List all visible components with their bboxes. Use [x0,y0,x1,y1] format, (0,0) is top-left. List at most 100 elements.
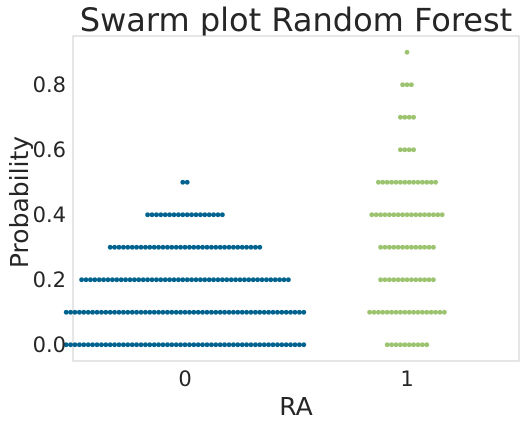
data-point [154,212,159,218]
data-point [143,342,148,348]
data-point [187,309,192,315]
data-point [398,309,403,315]
data-point [220,277,225,283]
data-point [132,277,137,283]
data-point [437,309,443,315]
data-point [90,342,95,348]
data-point [297,342,302,348]
data-point [116,244,122,250]
data-point [266,342,271,348]
data-point [281,277,287,283]
data-point [398,179,403,185]
data-point [406,309,412,315]
data-point [213,309,219,315]
data-point [391,212,397,218]
data-point [420,309,425,315]
data-point [380,309,386,315]
data-point [400,244,405,250]
y-tick-label: 0.8 [33,73,66,97]
data-point [373,212,379,218]
data-point [173,244,179,250]
data-point [413,244,419,250]
data-point [195,244,201,250]
data-point [209,244,214,250]
data-point [158,212,164,218]
data-point [209,309,214,315]
data-point [239,309,245,315]
data-point [424,179,430,185]
data-point [125,309,131,315]
data-point [92,277,98,283]
data-point [402,309,408,315]
data-point [266,309,271,315]
plot-area-frame [72,35,520,362]
y-axis-ticks: 0.0 0.2 0.4 0.6 0.8 [33,73,66,357]
data-point [143,244,148,250]
data-point [415,342,421,348]
data-point [376,309,381,315]
data-point [107,309,113,315]
data-point [149,212,155,218]
data-point [389,179,394,185]
data-point [209,342,214,348]
data-point [239,244,245,250]
data-point [277,277,282,283]
data-point [387,212,392,218]
data-point [398,114,403,120]
data-point [169,342,175,348]
data-point [138,244,144,250]
data-point [96,277,102,283]
data-point [200,342,206,348]
data-point [206,212,212,218]
data-point [107,244,113,250]
data-point [367,309,372,315]
data-point [112,244,117,250]
data-point [235,309,241,315]
data-point [395,277,401,283]
data-point [292,309,298,315]
data-point [411,147,416,153]
data-point [400,212,405,218]
data-point [206,277,212,283]
data-point [143,309,148,315]
data-point [417,244,423,250]
data-point [279,309,285,315]
data-point [235,244,241,250]
data-point [411,179,416,185]
data-point [417,212,423,218]
data-point [160,244,166,250]
data-point [116,342,122,348]
data-point [154,277,159,283]
data-point [439,212,445,218]
data-point [244,244,250,250]
data-point [431,277,436,283]
data-point [171,212,177,218]
data-point [165,342,170,348]
data-point [404,277,410,283]
data-point [409,82,414,88]
data-point [400,277,405,283]
data-point [178,342,184,348]
data-point [167,277,173,283]
data-point [261,309,267,315]
data-point [180,277,186,283]
data-point [105,277,111,283]
data-point [134,342,140,348]
data-point [393,342,399,348]
data-point [226,244,232,250]
data-point [125,244,131,250]
data-point [244,309,250,315]
data-point [138,309,144,315]
data-point [426,244,432,250]
data-point [393,309,399,315]
data-point [272,277,278,283]
data-point [101,277,106,283]
data-point [213,244,219,250]
data-point [283,309,289,315]
data-point [213,342,219,348]
data-point [384,309,390,315]
data-point [235,342,241,348]
data-point [81,309,87,315]
data-point [195,342,201,348]
